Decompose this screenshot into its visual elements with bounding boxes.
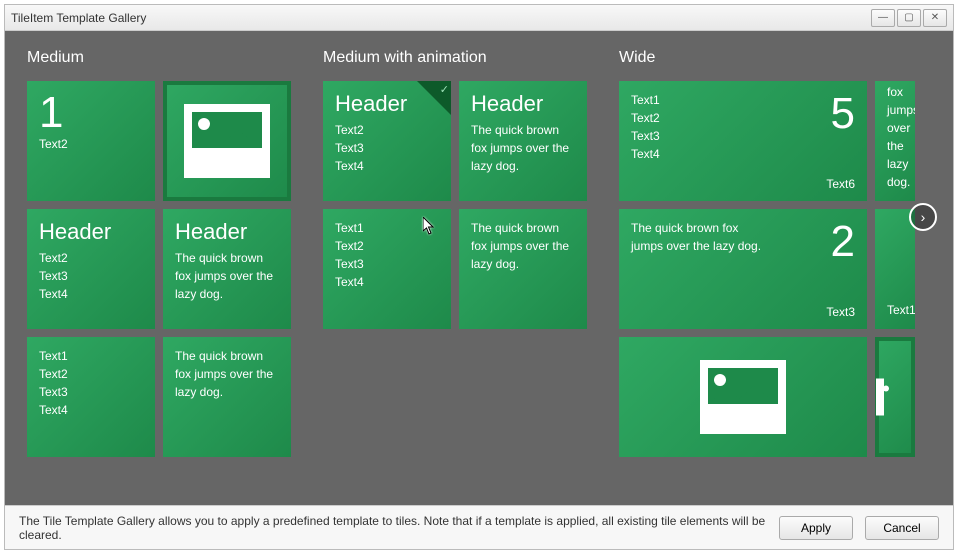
- footer-text: The Tile Template Gallery allows you to …: [19, 514, 767, 542]
- tile-anim-header-lines[interactable]: ✓ Header Text2 Text3 Text4: [323, 81, 451, 201]
- tile-right-label: Text6: [826, 177, 855, 191]
- image-placeholder-icon: [184, 104, 270, 178]
- tile-wide-image[interactable]: [619, 337, 867, 457]
- check-icon: ✓: [440, 83, 449, 96]
- gallery-content: Medium 1 Text2 Header Text2 Text3 Text4 …: [5, 31, 953, 505]
- tile-line: Text3: [631, 127, 855, 145]
- section-title-medium: Medium: [27, 49, 291, 67]
- tile-medium-image[interactable]: [163, 81, 291, 201]
- tile-line: Text3: [335, 139, 439, 157]
- tile-line: Text4: [631, 145, 855, 163]
- tile-medium-bignumber[interactable]: 1 Text2: [27, 81, 155, 201]
- tile-line: Text2: [39, 365, 143, 383]
- maximize-button[interactable]: ▢: [897, 9, 921, 27]
- tile-right-label: Text3: [826, 305, 855, 319]
- section-medium: Medium 1 Text2 Header Text2 Text3 Text4 …: [27, 49, 291, 487]
- titlebar: TileItem Template Gallery — ▢ ✕: [5, 5, 953, 31]
- tile-header: Header: [471, 91, 575, 117]
- cancel-button[interactable]: Cancel: [865, 516, 939, 540]
- tile-body: The quick brown fox jumps over the lazy …: [175, 347, 279, 401]
- chevron-right-icon: ›: [921, 209, 926, 225]
- image-placeholder-icon: [876, 379, 884, 416]
- tile-line: Text1: [335, 219, 439, 237]
- tile-wide-body-number[interactable]: The quick brown fox jumps over the lazy …: [619, 209, 867, 329]
- tile-line: Text4: [39, 285, 143, 303]
- tile-line: Text2: [335, 121, 439, 139]
- tile-header: Header: [175, 219, 279, 245]
- section-title-wide: Wide: [619, 49, 935, 67]
- tile-wide-lines-number[interactable]: Text1 Text2 Text3 Text4 5 Text6: [619, 81, 867, 201]
- tile-anim-lines[interactable]: Text1 Text2 Text3 Text4: [323, 209, 451, 329]
- tile-body: The quick brown fox jumps over the lazy …: [631, 219, 771, 255]
- window-buttons: — ▢ ✕: [869, 9, 947, 27]
- grid-animation: ✓ Header Text2 Text3 Text4 Header The qu…: [323, 81, 587, 329]
- tile-medium-body[interactable]: The quick brown fox jumps over the lazy …: [163, 337, 291, 457]
- tile-body: The quick brown fox jumps over the lazy …: [175, 249, 279, 303]
- tile-line: Text1: [631, 91, 855, 109]
- section-wide: Wide Text1 Text2 Text3 Text4 5 Text6 The…: [619, 49, 935, 487]
- tile-line: Text4: [39, 401, 143, 419]
- close-button[interactable]: ✕: [923, 9, 947, 27]
- tile-wide-partial-image[interactable]: [875, 337, 915, 457]
- tile-line: Text2: [335, 237, 439, 255]
- image-placeholder-icon: [700, 360, 786, 434]
- tile-medium-lines[interactable]: Text1 Text2 Text3 Text4: [27, 337, 155, 457]
- tile-medium-header-lines[interactable]: Header Text2 Text3 Text4: [27, 209, 155, 329]
- tile-wide-partial-2[interactable]: Text1: [875, 209, 915, 329]
- tile-body: The quick brown fox jumps over the lazy …: [471, 219, 575, 273]
- tile-big-number: 2: [831, 217, 855, 267]
- tile-body: The quick brown fox jumps over the lazy …: [471, 121, 575, 175]
- tile-line: Text3: [39, 383, 143, 401]
- apply-button[interactable]: Apply: [779, 516, 853, 540]
- tile-big-number: 5: [831, 89, 855, 139]
- tile-line: Text2: [39, 249, 143, 267]
- tile-medium-header-body[interactable]: Header The quick brown fox jumps over th…: [163, 209, 291, 329]
- tile-big-number: 1: [39, 91, 143, 135]
- tile-wide-partial-1[interactable]: The quick brown fox jumps over the lazy …: [875, 81, 915, 201]
- grid-wide: Text1 Text2 Text3 Text4 5 Text6 The quic…: [619, 81, 935, 457]
- tile-anim-header-body[interactable]: Header The quick brown fox jumps over th…: [459, 81, 587, 201]
- tile-line: Text3: [335, 255, 439, 273]
- tile-body: The quick brown fox jumps over the lazy …: [887, 81, 915, 191]
- grid-medium: 1 Text2 Header Text2 Text3 Text4 Header …: [27, 81, 291, 457]
- window: TileItem Template Gallery — ▢ ✕ Medium 1…: [4, 4, 954, 550]
- section-title-animation: Medium with animation: [323, 49, 587, 67]
- section-animation: Medium with animation ✓ Header Text2 Tex…: [323, 49, 587, 487]
- minimize-button[interactable]: —: [871, 9, 895, 27]
- tile-anim-body[interactable]: The quick brown fox jumps over the lazy …: [459, 209, 587, 329]
- footer: The Tile Template Gallery allows you to …: [5, 505, 953, 549]
- tile-line: Text1: [39, 347, 143, 365]
- tile-line: Text4: [335, 273, 439, 291]
- tile-line: Text2: [631, 109, 855, 127]
- scroll-right-button[interactable]: ›: [909, 203, 937, 231]
- tile-subtext: Text2: [39, 135, 143, 153]
- tile-line: Text4: [335, 157, 439, 175]
- window-title: TileItem Template Gallery: [11, 11, 869, 25]
- tile-line: Text1: [887, 301, 915, 319]
- tile-line: Text3: [39, 267, 143, 285]
- tile-header: Header: [39, 219, 143, 245]
